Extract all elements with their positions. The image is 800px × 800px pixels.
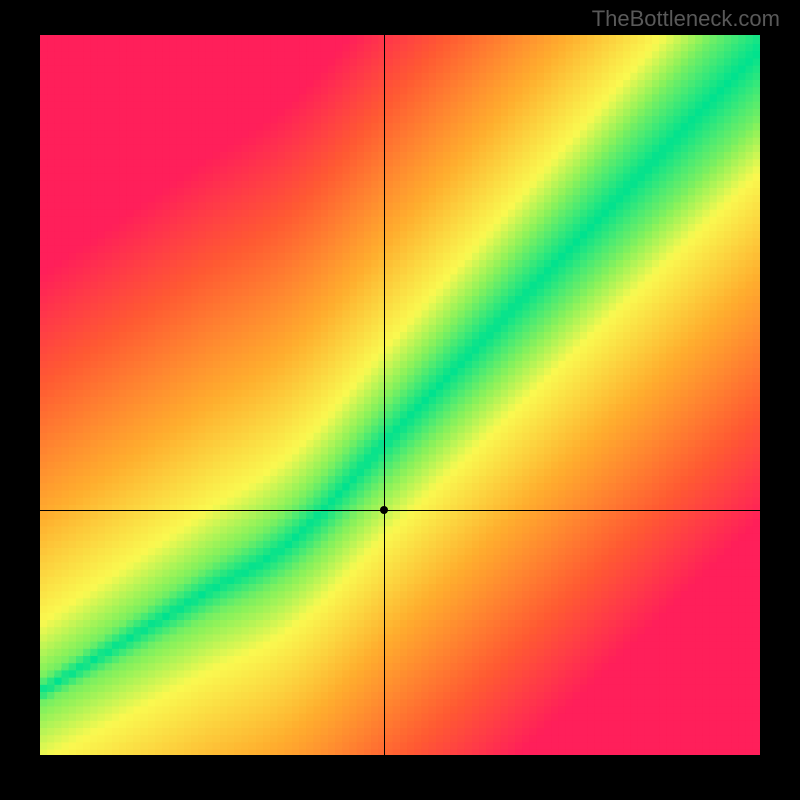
plot-area: [40, 35, 760, 755]
heatmap-canvas: [40, 35, 760, 755]
crosshair-marker-dot: [380, 506, 388, 514]
chart-container: TheBottleneck.com: [0, 0, 800, 800]
crosshair-vertical: [384, 35, 385, 755]
watermark-text: TheBottleneck.com: [592, 6, 780, 32]
crosshair-horizontal: [40, 510, 760, 511]
